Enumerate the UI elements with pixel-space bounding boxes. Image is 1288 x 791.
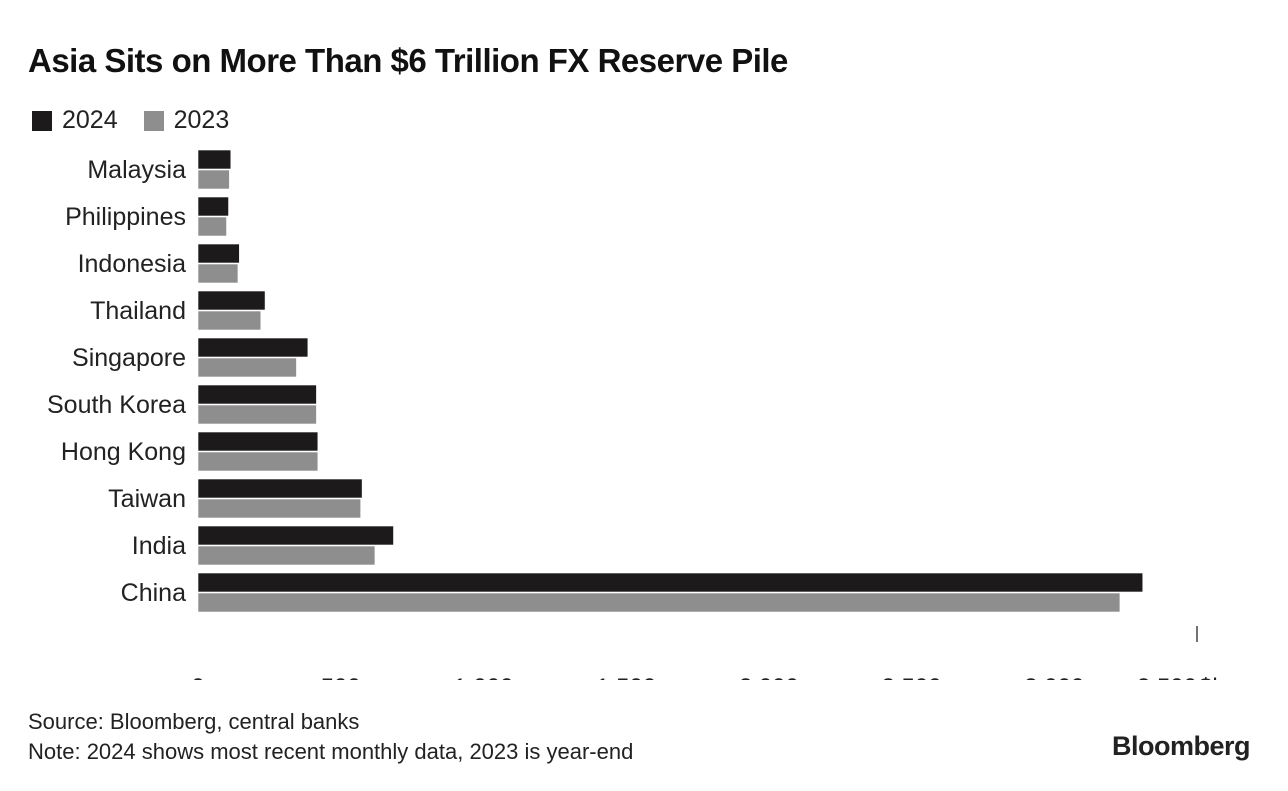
bar-malaysia-2024 <box>197 149 232 170</box>
bar-china-2024 <box>197 572 1144 593</box>
bar-chart: Malaysia Philippines Indonesia Thailand Sing… <box>47 149 1226 680</box>
category-label-philippines: Philippines <box>65 203 186 231</box>
legend-item-2023: 2023 <box>143 106 230 135</box>
bar-indonesia-2024 <box>197 243 240 264</box>
bar-taiwan-2023 <box>197 498 361 519</box>
legend: 2024 2023 <box>32 106 255 135</box>
category-label-taiwan: Taiwan <box>108 485 186 513</box>
bar-malaysia-2023 <box>197 169 230 190</box>
footer: Source: Bloomberg, central banks Note: 2… <box>28 707 633 767</box>
bar-hong-kong-2024 <box>197 431 319 452</box>
bar-singapore-2024 <box>197 337 309 358</box>
legend-swatch-2024 <box>32 110 52 131</box>
bar-taiwan-2024 <box>197 478 363 499</box>
category-label-indonesia: Indonesia <box>78 250 187 278</box>
legend-label-2023: 2023 <box>173 106 230 134</box>
category-label-thailand: Thailand <box>90 297 186 325</box>
bar-india-2024 <box>197 525 394 546</box>
data-note: Note: 2024 shows most recent monthly dat… <box>28 739 634 764</box>
bar-india-2023 <box>197 545 376 566</box>
x-tick-label-0: 0 <box>191 674 204 680</box>
x-tick-label-2500: 2,500 <box>882 674 942 680</box>
bar-singapore-2023 <box>197 357 297 378</box>
x-tick-label-1000: 1,000 <box>453 674 513 680</box>
bar-south-korea-2023 <box>197 404 317 425</box>
x-tick-label-500: 500 <box>321 674 361 680</box>
bar-philippines-2023 <box>197 216 227 237</box>
category-label-malaysia: Malaysia <box>87 156 186 184</box>
x-axis-unit-label: $b <box>1199 674 1226 680</box>
bar-thailand-2024 <box>197 290 266 311</box>
bar-indonesia-2023 <box>197 263 239 284</box>
x-tick-label-3500: 3,500 <box>1137 674 1197 680</box>
x-tick-label-3000: 3,000 <box>1024 674 1084 680</box>
bar-south-korea-2024 <box>197 384 317 405</box>
bar-philippines-2024 <box>197 196 229 217</box>
bar-thailand-2023 <box>197 310 262 331</box>
legend-item-2024: 2024 <box>32 106 118 135</box>
category-label-singapore: Singapore <box>72 344 186 372</box>
category-label-china: China <box>121 579 186 607</box>
bar-hong-kong-2023 <box>197 451 319 472</box>
source-note: Source: Bloomberg, central banks <box>28 709 360 734</box>
legend-swatch-2023 <box>143 110 164 131</box>
bloomberg-logo: Bloomberg <box>1111 731 1251 761</box>
category-label-south-korea: South Korea <box>47 391 186 419</box>
x-tick-label-2000: 2,000 <box>739 674 799 680</box>
x-tick-label-1500: 1,500 <box>596 674 656 680</box>
chart-title: Asia Sits on More Than $6 Trillion FX Re… <box>28 42 788 79</box>
legend-label-2024: 2024 <box>62 106 118 134</box>
category-label-india: India <box>132 532 186 560</box>
category-label-hong-kong: Hong Kong <box>61 438 186 466</box>
bar-china-2023 <box>197 592 1121 613</box>
